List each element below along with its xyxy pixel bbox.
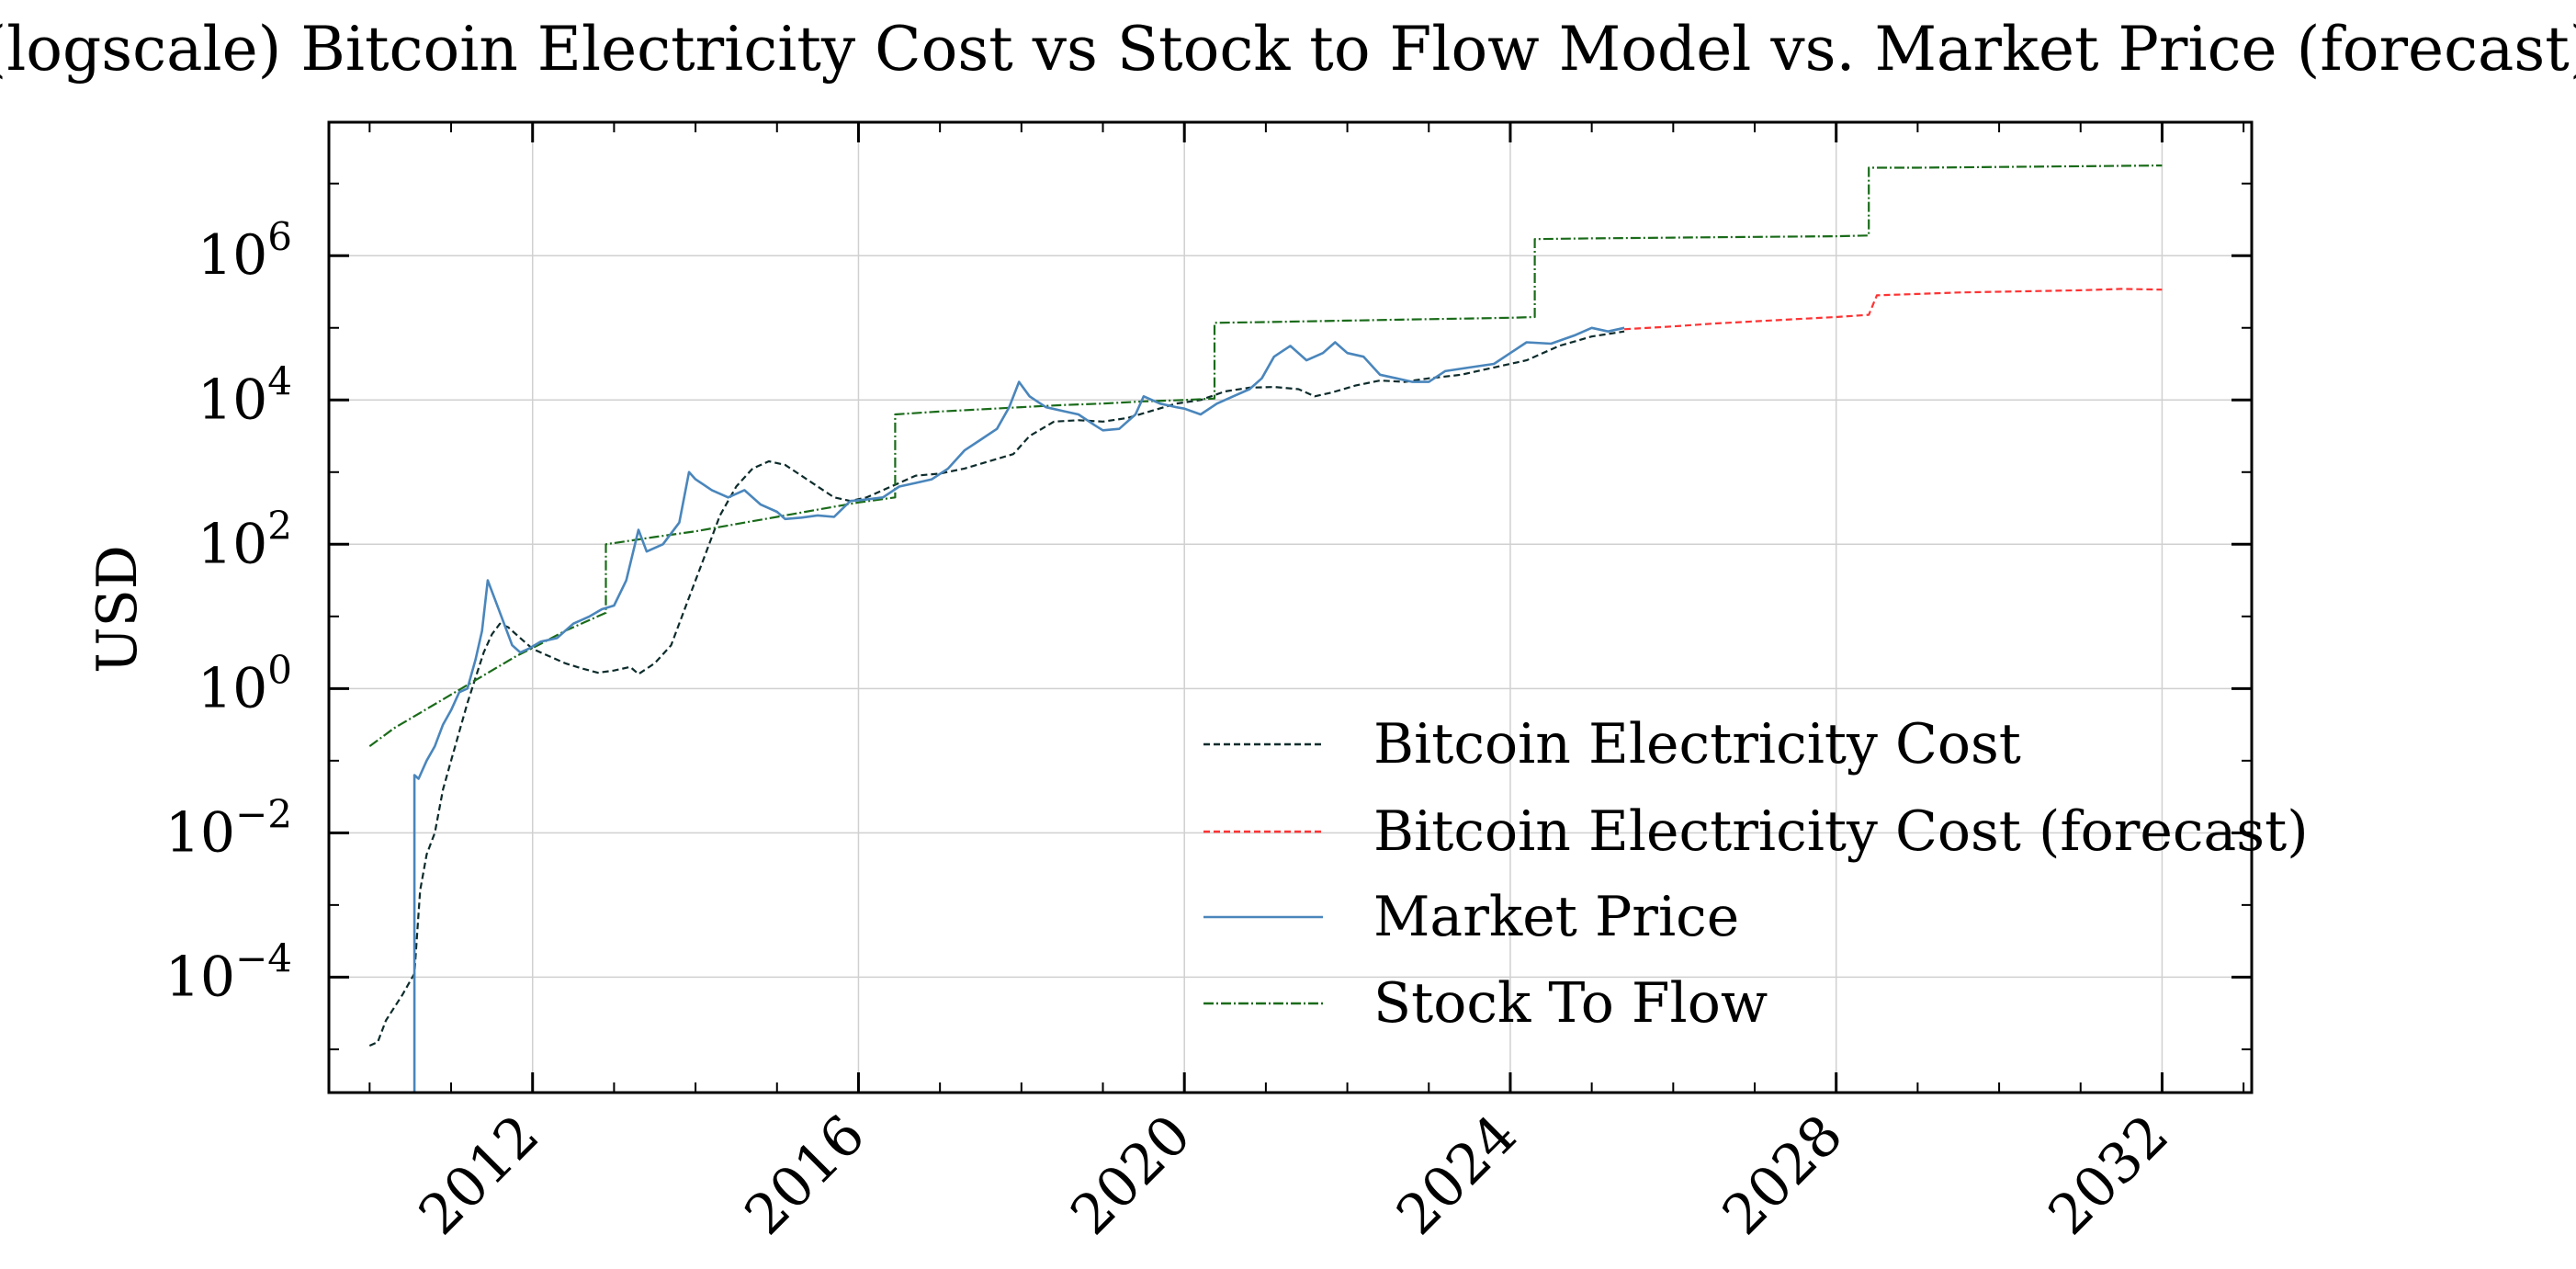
x-tick-label: 2016: [733, 1103, 877, 1247]
chart-title: (logscale) Bitcoin Electricity Cost vs S…: [0, 14, 2576, 85]
x-tick-label: 2012: [407, 1103, 551, 1247]
legend-label: Stock To Flow: [1373, 971, 1768, 1036]
y-tick-label: 10−4: [165, 935, 292, 1009]
legend-label: Market Price: [1373, 885, 1739, 949]
y-tick-label: 106: [198, 214, 292, 288]
y-tick-label: 102: [198, 503, 292, 576]
series-line: [412, 326, 1625, 1093]
series-line: [1624, 288, 2163, 331]
x-tick-label: 2020: [1058, 1103, 1203, 1247]
y-tick-label: 10−2: [165, 791, 292, 865]
legend-label: Bitcoin Electricity Cost: [1373, 712, 2021, 776]
grid: [329, 122, 2252, 1093]
x-tick-label: 2032: [2037, 1103, 2181, 1247]
y-tick-label: 104: [198, 358, 292, 432]
y-tick-label: 100: [198, 647, 292, 720]
y-axis-label: USD: [85, 545, 150, 674]
legend: Bitcoin Electricity Cost Bitcoin Electric…: [1203, 712, 2309, 1036]
legend-label: Bitcoin Electricity Cost (forecast): [1373, 799, 2309, 864]
x-tick-label: 2028: [1711, 1103, 1855, 1247]
axis-ticks: 10−4 10−2 100 102 104 106 2012 2016 2020 2024 2028…: [165, 122, 2252, 1248]
x-tick-label: 2024: [1384, 1103, 1529, 1247]
plot-frame: [327, 120, 2254, 1094]
plot-lines: [368, 164, 2163, 1093]
series-line: [368, 164, 2163, 747]
